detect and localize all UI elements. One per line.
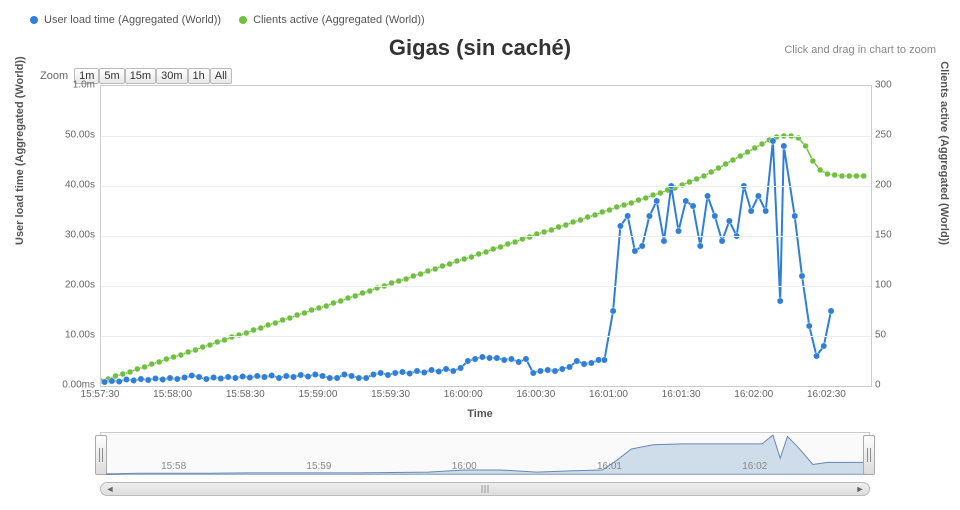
scroll-left-icon[interactable]: ◄ [103,483,117,495]
x-tick: 15:59:30 [371,389,410,400]
navigator-x-tick: 16:01 [597,461,622,472]
scroll-right-icon[interactable]: ► [853,483,867,495]
y1-tick: 40.00s [65,180,95,191]
legend-swatch-1 [30,16,38,24]
navigator-x-tick: 15:58 [161,461,186,472]
x-tick: 16:01:00 [589,389,628,400]
legend-label-2: Clients active (Aggregated (World)) [253,14,425,26]
zoom-button-all[interactable]: All [210,68,232,84]
navigator-handle-right[interactable] [863,435,875,475]
y2-tick: 150 [875,230,892,241]
scroll-grip-icon[interactable] [482,485,489,493]
plot-wrap: 0.00ms010.00s5020.00s10030.00s15040.00s2… [100,85,870,405]
x-tick: 16:02:00 [734,389,773,400]
y2-tick: 250 [875,130,892,141]
chart-container: User load time (Aggregated (World)) Clie… [0,0,960,510]
zoom-button-1h[interactable]: 1h [188,68,210,84]
x-tick: 16:01:30 [662,389,701,400]
y1-tick: 30.00s [65,230,95,241]
y2-tick: 200 [875,180,892,191]
legend-item-clients-active[interactable]: Clients active (Aggregated (World)) [239,14,425,26]
y2-tick: 300 [875,80,892,91]
zoom-button-30m[interactable]: 30m [156,68,187,84]
legend-swatch-2 [239,16,247,24]
navigator-handle-left[interactable] [95,435,107,475]
navigator-x-tick: 16:00 [452,461,477,472]
legend: User load time (Aggregated (World)) Clie… [30,14,425,26]
legend-label-1: User load time (Aggregated (World)) [44,14,221,26]
zoom-button-5m[interactable]: 5m [99,68,124,84]
y2-tick: 0 [875,380,881,391]
zoom-label: Zoom [40,70,68,82]
plot-area[interactable] [100,85,872,387]
zoom-controls: Zoom 1m5m15m30m1hAll [40,68,232,84]
legend-item-load-time[interactable]: User load time (Aggregated (World)) [30,14,221,26]
y1-tick: 10.00s [65,330,95,341]
zoom-button-15m[interactable]: 15m [125,68,156,84]
x-tick: 16:00:30 [516,389,555,400]
y2-tick: 50 [875,330,886,341]
y1-axis-label: User load time (Aggregated (World)) [14,56,26,245]
navigator-x-tick: 15:59 [306,461,331,472]
navigator-scrollbar[interactable]: ◄ ► [100,482,870,496]
y2-tick: 100 [875,280,892,291]
y1-tick: 20.00s [65,280,95,291]
x-tick: 15:58:30 [226,389,265,400]
x-axis-label: Time [0,408,960,420]
x-tick: 15:58:00 [153,389,192,400]
x-tick: 16:02:30 [807,389,846,400]
x-tick: 16:00:00 [444,389,483,400]
y1-tick: 50.00s [65,130,95,141]
navigator[interactable]: 15:58 15:59 16:00 16:01 16:02 [100,432,870,474]
y2-axis-label: Clients active (Aggregated (World)) [938,61,950,245]
x-tick: 15:59:00 [298,389,337,400]
x-tick: 15:57:30 [81,389,120,400]
y1-tick: 1.0m [73,80,95,91]
navigator-x-tick: 16:02 [742,461,767,472]
zoom-hint: Click and drag in chart to zoom [784,44,936,56]
